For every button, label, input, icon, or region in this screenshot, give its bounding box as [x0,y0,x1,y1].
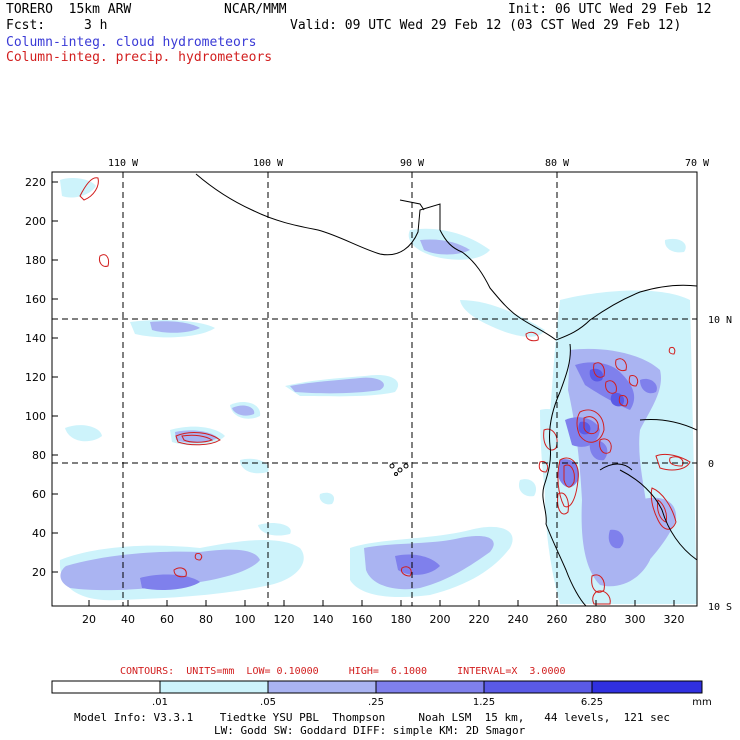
x-tick-label: 280 [586,613,607,626]
y-tick-label: 80 [32,449,46,462]
x-tick-label: 100 [235,613,256,626]
x-tick-label: 60 [160,613,174,626]
x-tick-label: 160 [352,613,373,626]
model-info-line2: LW: Godd SW: Goddard DIFF: simple KM: 2D… [214,724,526,737]
latitude-label: 10 N [708,315,732,326]
y-tick-label: 160 [25,293,46,306]
valid-time: Valid: 09 UTC Wed 29 Feb 12 (03 CST Wed … [290,18,682,33]
longitude-label: 70 W [685,158,710,169]
longitude-label: 110 W [108,158,139,169]
x-tick-label: 80 [199,613,213,626]
colorbar-segment [591,680,703,694]
y-tick-label: 40 [32,527,46,540]
colorbar-label: .25 [368,697,384,708]
precip-contours [79,177,691,605]
x-tick-label: 20 [82,613,96,626]
field-precip-label: Column-integ. precip. hydrometeors [6,50,273,65]
colorbar-segment [375,680,485,694]
y-tick-label: 20 [32,566,46,579]
latitude-label: 0 [708,459,714,470]
colorbar-segment [51,680,161,694]
colorbar-label: 1.25 [473,697,495,708]
coastlines [195,173,697,606]
x-tick-label: 40 [121,613,135,626]
x-tick-label: 200 [430,613,451,626]
x-tick-label: 240 [508,613,529,626]
y-tick-label: 60 [32,488,46,501]
cloud-shading [59,178,697,604]
colorbar-segment [483,680,593,694]
x-tick-label: 140 [313,613,334,626]
axis-ticks [52,181,675,606]
x-tick-label: 260 [547,613,568,626]
fcst-label: Fcst: [6,18,46,33]
colorbar-segment [159,680,269,694]
y-tick-label: 140 [25,332,46,345]
colorbar-label: .05 [260,697,276,708]
y-tick-label: 120 [25,371,46,384]
center-label: NCAR/MMM [224,2,287,17]
contour-info: CONTOURS: UNITS=mm LOW= 0.10000 HIGH= 6.… [120,666,566,677]
latlon-grid [52,172,697,606]
colorbar-label: 6.25 [581,697,603,708]
init-time: Init: 06 UTC Wed 29 Feb 12 [508,2,712,17]
y-tick-label: 220 [25,176,46,189]
plot-frame [51,171,698,607]
x-tick-label: 220 [469,613,490,626]
longitude-label: 80 W [545,158,570,169]
x-tick-label: 180 [391,613,412,626]
x-tick-label: 300 [625,613,646,626]
colorbar-segment [267,680,377,694]
model-info-line1: Model Info: V3.3.1 Tiedtke YSU PBL Thomp… [74,711,671,724]
model-title: TORERO 15km ARW [6,2,132,17]
latitude-label: 10 S [708,602,732,613]
field-cloud-label: Column-integ. cloud hydrometeors [6,35,257,50]
y-tick-label: 180 [25,254,46,267]
colorbar [51,680,703,694]
y-tick-label: 200 [25,215,46,228]
fcst-value: 3 h [84,18,108,33]
y-tick-label: 100 [25,410,46,423]
longitude-label: 100 W [253,158,284,169]
x-tick-label: 120 [274,613,295,626]
x-tick-label: 320 [664,613,685,626]
colorbar-units: mm [692,697,711,708]
colorbar-label: .01 [152,697,168,708]
longitude-label: 90 W [400,158,425,169]
